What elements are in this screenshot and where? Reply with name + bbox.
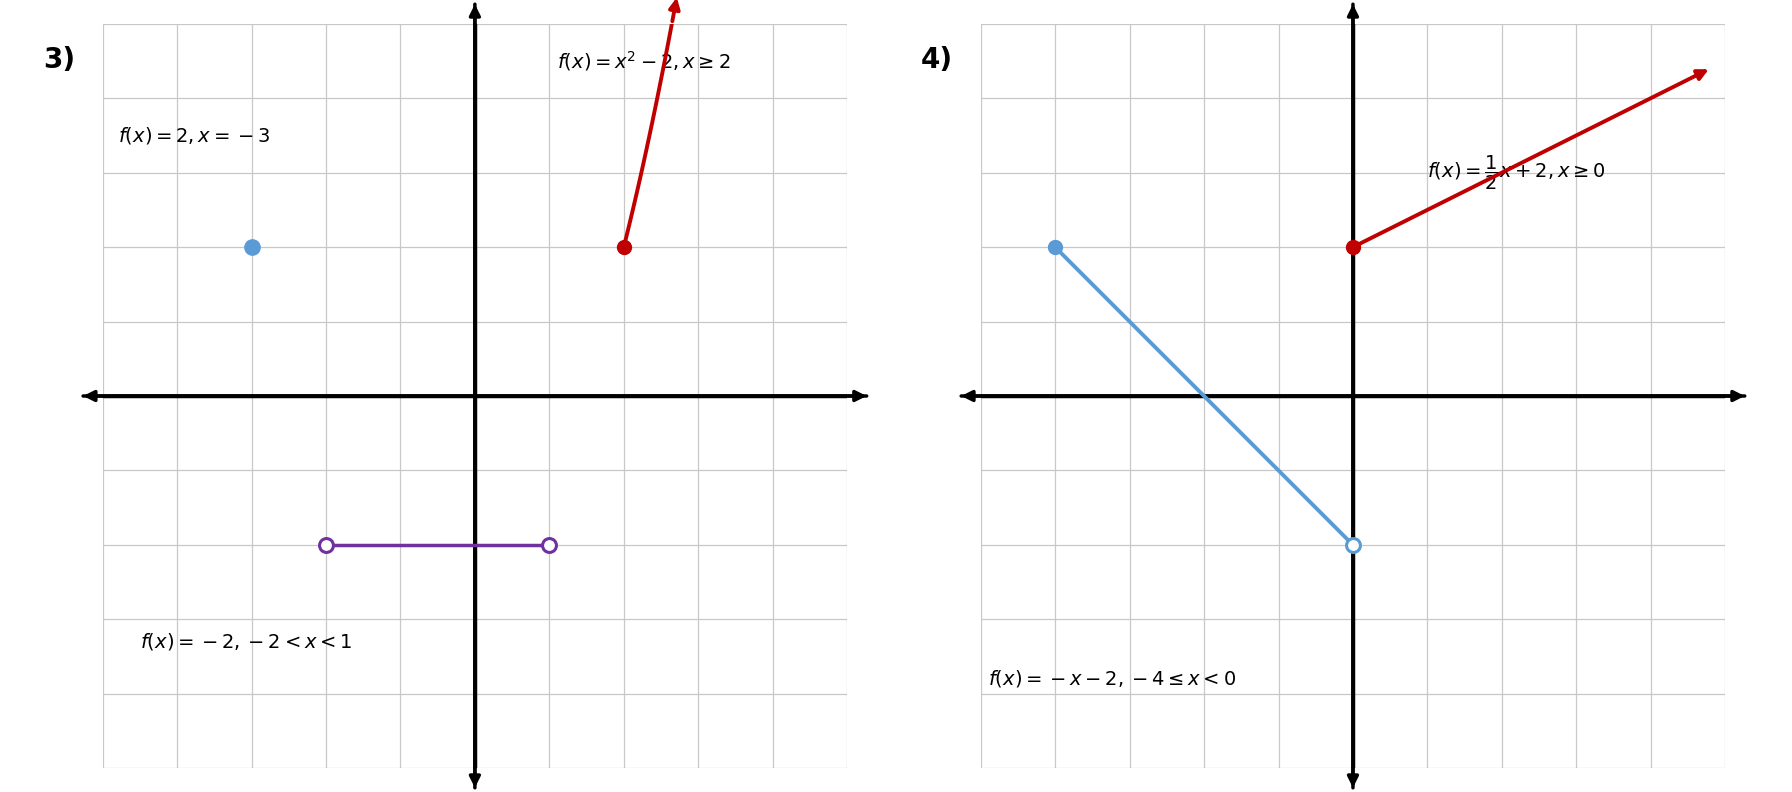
Text: $f(x) = 2, x = -3$: $f(x) = 2, x = -3$ bbox=[118, 125, 271, 146]
Text: $f(x) = \dfrac{1}{2}x + 2, x \geq 0$: $f(x) = \dfrac{1}{2}x + 2, x \geq 0$ bbox=[1428, 154, 1606, 192]
Text: $f(x) = -x - 2, -4 \leq x < 0$: $f(x) = -x - 2, -4 \leq x < 0$ bbox=[987, 668, 1236, 689]
Text: 4): 4) bbox=[921, 46, 953, 74]
Text: $f(x) = -2, -2 < x < 1$: $f(x) = -2, -2 < x < 1$ bbox=[140, 631, 353, 652]
Text: $f(x) = x^2 - 2, x \geq 2$: $f(x) = x^2 - 2, x \geq 2$ bbox=[557, 49, 729, 73]
Text: 3): 3) bbox=[43, 46, 75, 74]
